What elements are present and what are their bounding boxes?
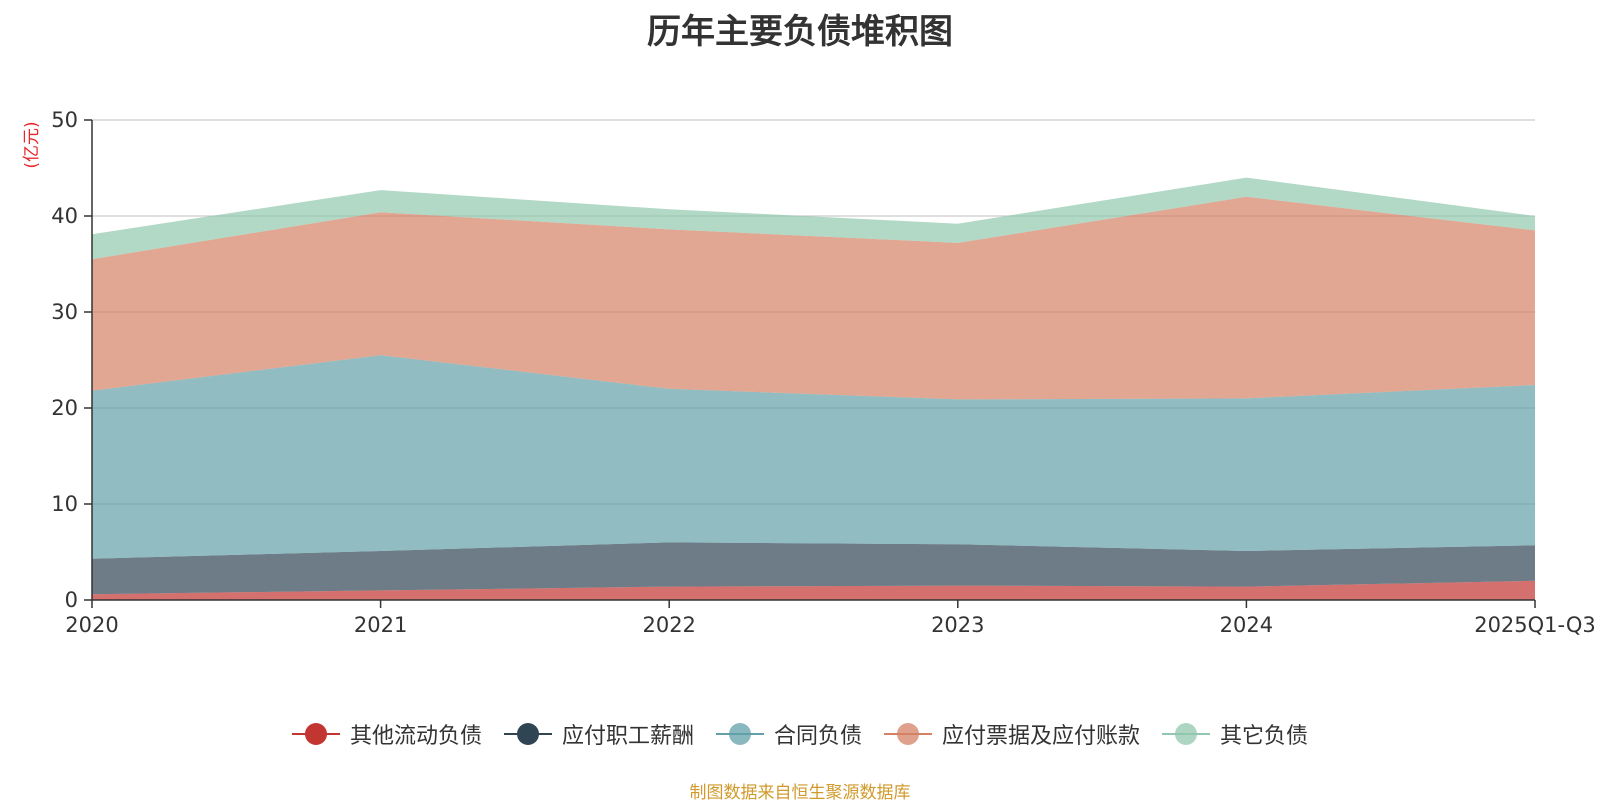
area-series-3 <box>92 355 1535 559</box>
area-series-2 <box>92 542 1535 595</box>
y-tick-label-0: 0 <box>65 588 78 612</box>
y-tick-label-30: 30 <box>51 300 78 324</box>
legend: 其他流动负债 应付职工薪酬 合同负债 应付票据及应付账款 其它负债 <box>0 718 1600 750</box>
legend-item-3[interactable]: 合同负债 <box>715 718 862 750</box>
legend-marker-icon <box>291 722 340 746</box>
legend-marker-icon <box>715 722 764 746</box>
y-tick-label-50: 50 <box>51 108 78 132</box>
x-tick-label-5: 2025Q1-Q3 <box>1474 613 1596 637</box>
legend-marker-icon <box>884 722 932 746</box>
legend-label: 其它负债 <box>1220 724 1309 749</box>
x-tick-label-4: 2024 <box>1220 613 1273 637</box>
axes: 0 10 20 30 40 50 2020 2021 2022 2023 2024 2025Q1-Q3 <box>51 108 1596 637</box>
area-series-4 <box>92 196 1535 400</box>
legend-label: 应付职工薪酬 <box>561 724 694 749</box>
x-tick-label-2: 2022 <box>642 613 695 637</box>
area-series-1 <box>92 580 1535 600</box>
area-series <box>92 177 1535 600</box>
legend-marker-icon <box>503 722 552 746</box>
source-note: 制图数据来自恒生聚源数据库 <box>689 783 911 803</box>
y-tick-label-10: 10 <box>51 492 78 516</box>
legend-item-2[interactable]: 应付职工薪酬 <box>503 718 694 750</box>
legend-label: 合同负债 <box>773 724 862 749</box>
y-tick-label-20: 20 <box>51 396 78 420</box>
legend-item-5[interactable]: 其它负债 <box>1162 718 1308 750</box>
area-series-5 <box>92 177 1535 260</box>
chart-title: 历年主要负债堆积图 <box>647 12 953 52</box>
y-tick-label-40: 40 <box>51 204 78 228</box>
legend-label: 应付票据及应付账款 <box>942 724 1141 749</box>
x-tick-label-1: 2021 <box>354 613 407 637</box>
x-tick-label-0: 2020 <box>65 613 118 637</box>
x-tick-label-3: 2023 <box>931 613 984 637</box>
legend-label: 其他流动负债 <box>349 724 482 749</box>
legend-marker-icon <box>1162 722 1211 746</box>
legend-item-4[interactable]: 应付票据及应付账款 <box>884 718 1140 750</box>
legend-item-1[interactable]: 其他流动负债 <box>291 718 482 750</box>
y-axis-unit-label: (亿元) <box>22 121 42 168</box>
